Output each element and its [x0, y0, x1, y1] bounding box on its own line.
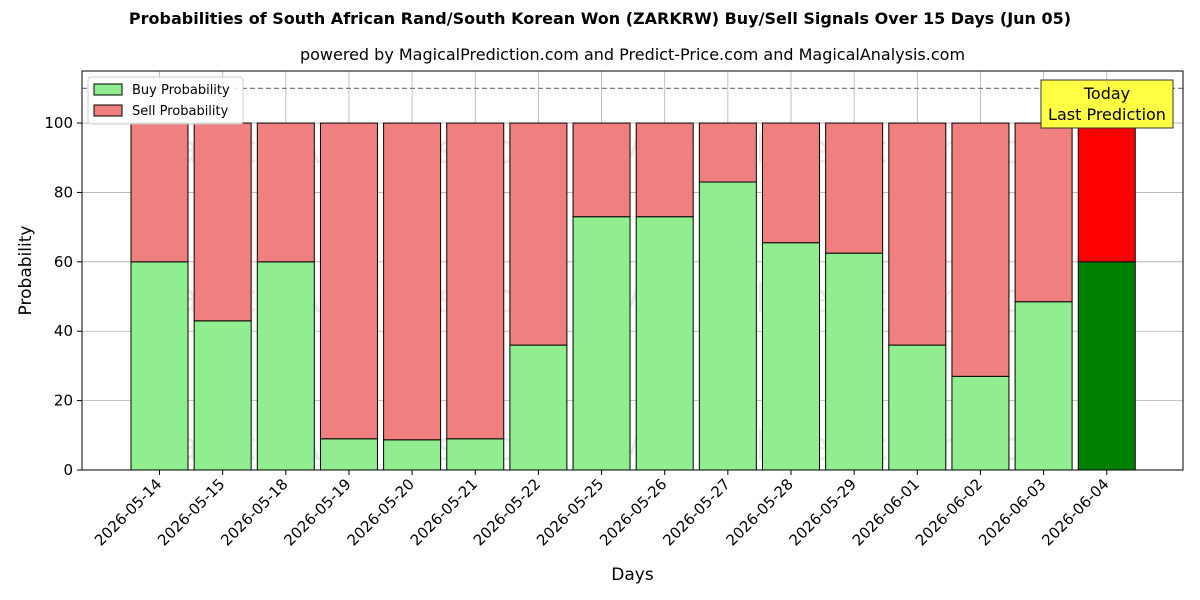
buy-bar [951, 375, 1010, 471]
x-tick-label: 2026-05-22 [470, 475, 544, 549]
y-axis-ticks: 0 20 40 60 80 100 [44, 114, 82, 479]
sell-bar [383, 122, 442, 441]
sell-bar [193, 122, 252, 322]
sell-bar [319, 122, 378, 440]
buy-bar [635, 216, 694, 471]
x-tick-label: 2026-05-18 [217, 475, 291, 549]
sell-bar [572, 122, 631, 218]
y-tick-label: 100 [44, 114, 73, 132]
buy-bar [762, 242, 820, 471]
sell-bar [635, 122, 694, 218]
legend-label: Buy Probability [132, 83, 230, 98]
chart-subtitle: powered by MagicalPrediction.com and Pre… [299, 45, 966, 64]
buy-bar [130, 261, 189, 471]
bars [130, 122, 1136, 471]
buy-bar [193, 320, 252, 471]
buy-bar [888, 344, 947, 471]
x-axis-label: Days [611, 565, 654, 585]
today-annotation: Today Last Prediction [1040, 79, 1174, 129]
sell-bar [446, 122, 505, 440]
y-axis-label: Probability [16, 226, 36, 316]
legend-swatch [93, 83, 123, 96]
x-tick-label: 2026-06-04 [1038, 475, 1112, 549]
x-axis-ticks: 2026-05-142026-05-152026-05-182026-05-19… [91, 470, 1113, 549]
sell-bar [1014, 122, 1073, 303]
sell-bar [698, 122, 757, 183]
x-tick-label: 2026-05-14 [91, 475, 165, 549]
annotation-line: Today [1083, 84, 1130, 103]
annotation-box [1040, 79, 1174, 129]
x-tick-label: 2026-05-25 [533, 475, 607, 549]
y-tick-label: 40 [54, 322, 73, 340]
sell-bar [1077, 122, 1136, 263]
buy-bar [1077, 261, 1136, 471]
sell-bar [762, 122, 820, 244]
y-tick-label: 60 [54, 253, 73, 271]
sell-bar [256, 122, 315, 263]
buy-bar [256, 261, 315, 471]
y-tick-label: 20 [54, 392, 73, 410]
sell-bar [888, 122, 947, 346]
annotation-line: Last Prediction [1048, 105, 1166, 124]
x-tick-label: 2026-05-29 [786, 475, 860, 549]
buy-bar [698, 181, 757, 471]
legend: Buy Probability Sell Probability [87, 76, 244, 125]
x-tick-label: 2026-06-02 [912, 475, 986, 549]
buy-bar [825, 252, 884, 471]
legend-label: Sell Probability [132, 104, 229, 119]
sell-bar [825, 122, 884, 254]
sell-bar [951, 122, 1010, 377]
x-tick-label: 2026-06-03 [975, 475, 1049, 549]
chart-title: Probabilities of South African Rand/Sout… [128, 9, 1072, 28]
x-tick-label: 2026-05-20 [344, 475, 418, 549]
x-tick-label: 2026-05-19 [280, 475, 354, 549]
y-tick-label: 0 [63, 461, 73, 479]
x-tick-label: 2026-06-01 [849, 475, 923, 549]
x-tick-label: 2026-05-26 [596, 475, 670, 549]
x-tick-label: 2026-05-21 [407, 475, 481, 549]
x-tick-label: 2026-05-15 [154, 475, 228, 549]
buy-bar [572, 216, 631, 471]
buy-bar [446, 438, 505, 471]
x-tick-label: 2026-05-28 [722, 475, 796, 549]
legend-box [87, 76, 244, 125]
y-tick-label: 80 [54, 183, 73, 201]
sell-bar [130, 122, 189, 263]
buy-bar [383, 439, 442, 471]
buy-bar [319, 438, 378, 471]
buy-bar [509, 344, 568, 471]
buy-bar [1014, 301, 1073, 471]
plot-frame [81, 70, 1184, 471]
sell-bar [509, 122, 568, 346]
legend-swatch [93, 104, 123, 117]
x-tick-label: 2026-05-27 [659, 475, 733, 549]
